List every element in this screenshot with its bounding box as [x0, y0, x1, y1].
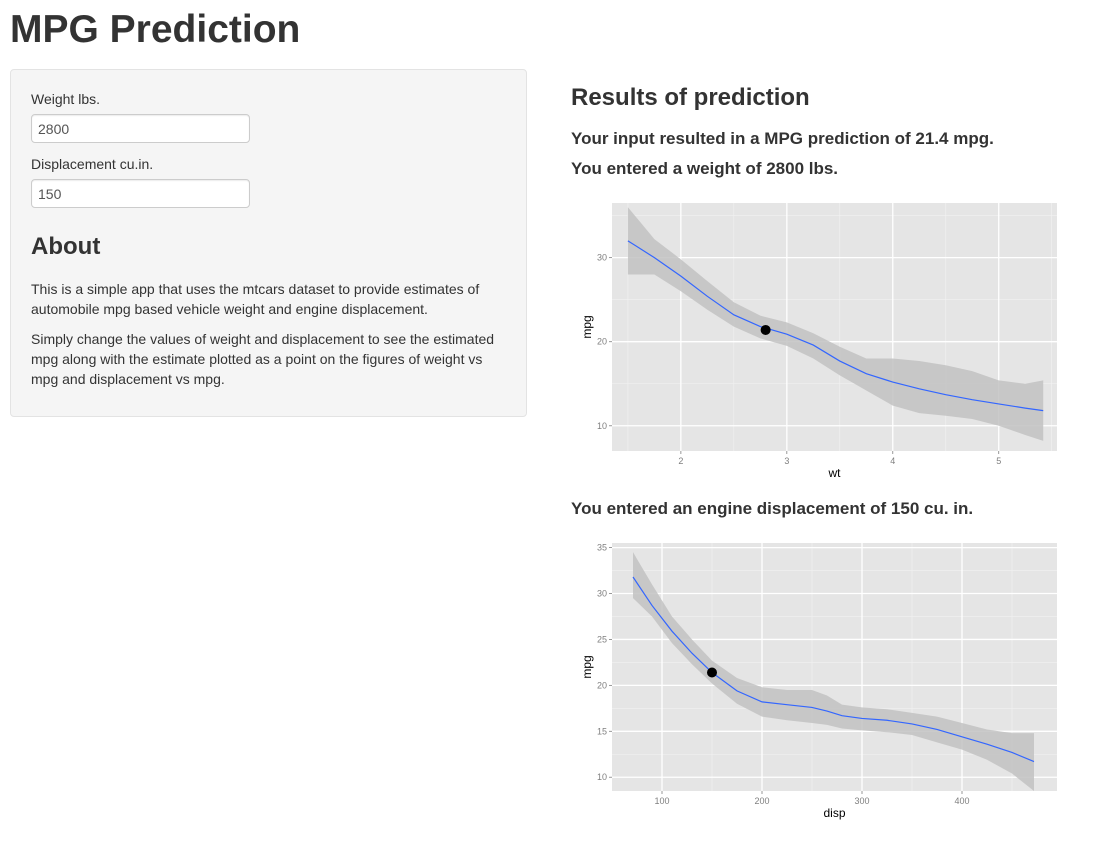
displacement-text: You entered an engine displacement of 15… — [571, 499, 974, 518]
chart2-y-tick-label: 20 — [597, 680, 607, 690]
chart2-prediction-point — [707, 667, 717, 678]
prediction-text: Your input resulted in a MPG prediction … — [571, 129, 994, 148]
chart2-confidence-band — [633, 552, 1034, 791]
chart2-smooth-line — [632, 576, 1035, 763]
chart2-x-tick-label: 200 — [754, 796, 769, 806]
weight-vs-mpg-chart: 2 3 4 5 10 20 30 wt mpg — [580, 203, 1057, 480]
chart2-y-tick-label: 30 — [597, 589, 607, 599]
about-paragraph-2: Simply change the values of weight and d… — [31, 331, 495, 387]
chart1-x-tick-label: 4 — [890, 456, 895, 466]
weight-input[interactable] — [31, 114, 250, 143]
weight-label: Weight lbs. — [31, 91, 100, 107]
chart1-y-tick-label: 10 — [597, 421, 607, 431]
displacement-vs-mpg-chart: 100 200 300 400 10 15 20 25 30 35 disp mpg — [580, 543, 1057, 820]
weight-text: You entered a weight of 2800 lbs. — [571, 159, 839, 178]
chart2-x-tick-label: 300 — [854, 796, 869, 806]
chart2-x-tick-label: 400 — [954, 796, 969, 806]
chart1-x-tick-label: 2 — [678, 456, 683, 466]
chart2-x-axis-label: disp — [823, 806, 845, 820]
chart1-smooth-line — [627, 240, 1044, 412]
displacement-label: Displacement cu.in. — [31, 156, 154, 172]
chart1-y-tick-label: 30 — [597, 253, 607, 263]
chart2-x-tick-label: 100 — [654, 796, 669, 806]
input-panel: Weight lbs. Displacement cu.in. About Th… — [10, 69, 527, 417]
page-title: MPG Prediction — [10, 8, 301, 51]
results-heading: Results of prediction — [571, 84, 810, 111]
displacement-input[interactable] — [31, 179, 250, 208]
chart1-y-tick-label: 20 — [597, 337, 607, 347]
chart1-confidence-band — [627, 207, 1044, 441]
chart2-y-tick-label: 15 — [597, 726, 607, 736]
chart2-y-axis-label: mpg — [580, 655, 594, 678]
chart1-x-tick-label: 5 — [996, 456, 1001, 466]
about-paragraph-1: This is a simple app that uses the mtcar… — [31, 281, 480, 317]
chart1-y-axis-label: mpg — [580, 315, 594, 338]
chart2-y-tick-label: 35 — [597, 543, 607, 553]
about-heading: About — [31, 233, 101, 260]
chart1-x-tick-label: 3 — [784, 456, 789, 466]
chart1-x-axis-label: wt — [828, 466, 842, 480]
chart2-y-tick-label: 10 — [597, 772, 607, 782]
chart2-y-tick-label: 25 — [597, 634, 607, 644]
chart1-prediction-point — [760, 324, 771, 335]
